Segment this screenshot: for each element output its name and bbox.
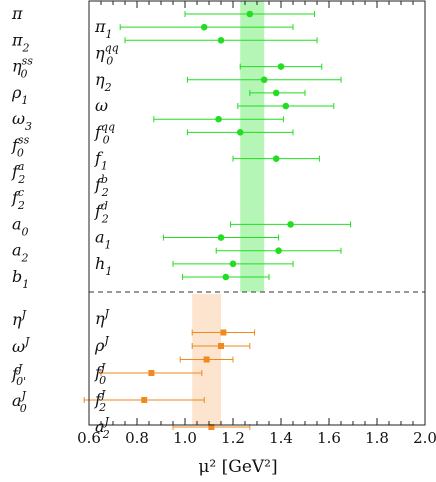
data-point (184, 10, 316, 18)
x-tick-label: 1.8 (365, 429, 389, 447)
x-tick-label: 0.8 (125, 429, 149, 447)
points-layer (83, 10, 352, 430)
data-point (249, 89, 306, 97)
data-point (237, 102, 335, 110)
marker-square (141, 397, 148, 403)
marker-circle (222, 273, 230, 281)
x-tick-label: 1.4 (269, 429, 293, 447)
marker-square (203, 356, 210, 363)
data-point (179, 356, 234, 363)
row-label: ηJ (12, 308, 27, 329)
data-point (182, 273, 270, 281)
data-point (100, 370, 203, 376)
row-label: fJ 0' (11, 362, 26, 388)
row-label: a0 (12, 214, 29, 238)
point-label: fd 2 (94, 199, 109, 225)
point-label: ω (95, 96, 108, 115)
row-label: ηss 0 (12, 55, 33, 81)
data-point (215, 247, 342, 254)
x-tick-label: 1.6 (317, 429, 341, 447)
point-label: η2 (95, 70, 112, 94)
row-label: ρ1 (11, 83, 28, 107)
data-point (191, 329, 256, 336)
x-tick-label: 1.0 (173, 429, 197, 447)
marker-square (218, 343, 224, 349)
row-label: fss 0 (11, 134, 30, 160)
data-point (230, 221, 352, 228)
point-label: h1 (95, 254, 112, 278)
row-label: a2 (12, 241, 29, 265)
point-label: ρJ (94, 334, 109, 355)
x-tick-label: 0.6 (77, 429, 101, 447)
x-tick-label: 2.0 (413, 429, 436, 447)
row-label: π2 (11, 30, 30, 54)
point-label: f1 (94, 149, 108, 173)
marker-circle (275, 247, 282, 254)
point-label: π1 (94, 17, 113, 41)
point-label: fJ 2 (94, 388, 106, 414)
data-point (191, 343, 251, 349)
marker-circle (260, 76, 268, 84)
row-label: ωJ (12, 335, 30, 356)
marker-circle (287, 221, 294, 228)
data-point (124, 37, 318, 44)
marker-circle (217, 234, 225, 241)
data-point (232, 155, 320, 162)
point-label: ηqq 0 (95, 41, 119, 67)
data-point (119, 23, 294, 31)
x-axis-label: μ² [GeV²] (198, 457, 277, 477)
marker-square (148, 370, 155, 376)
point-label: fqq 0 (94, 120, 115, 146)
data-point (162, 234, 280, 241)
bands-layer (192, 1, 265, 425)
marker-circle (272, 89, 280, 97)
data-point (239, 63, 323, 70)
row-label: π (11, 4, 23, 23)
data-point (186, 76, 342, 84)
x-tick-label: 1.2 (221, 429, 245, 447)
marker-circle (215, 115, 222, 123)
marker-circle (229, 260, 237, 268)
point-label: a1 (95, 228, 112, 252)
row-label: fc 2 (11, 186, 25, 212)
marker-circle (277, 63, 285, 70)
row-label: b1 (12, 267, 29, 291)
point-label: fb 2 (94, 173, 109, 199)
point-label: ηJ (95, 307, 110, 328)
row-label: fa 2 (11, 160, 25, 186)
marker-circle (200, 23, 208, 31)
data-point (153, 115, 284, 123)
marker-circle (272, 155, 280, 162)
row-label: ω3 (12, 109, 32, 133)
marker-square (220, 329, 227, 336)
data-point (186, 129, 294, 136)
row-label: aJ 0 (12, 389, 27, 415)
point-label: aJ 2 (95, 415, 110, 441)
data-point (83, 397, 205, 403)
marker-circle (282, 102, 290, 110)
marker-circle (236, 129, 244, 136)
x-axis: 0.6 0.8 1.0 1.2 1.4 1.6 1.8 2.0 (77, 1, 436, 447)
band-upper (240, 1, 265, 292)
point-label: fJ 0 (94, 361, 106, 387)
marker-circle (217, 37, 225, 44)
data-point (172, 260, 294, 268)
marker-square (208, 424, 215, 430)
marker-circle (246, 10, 254, 18)
